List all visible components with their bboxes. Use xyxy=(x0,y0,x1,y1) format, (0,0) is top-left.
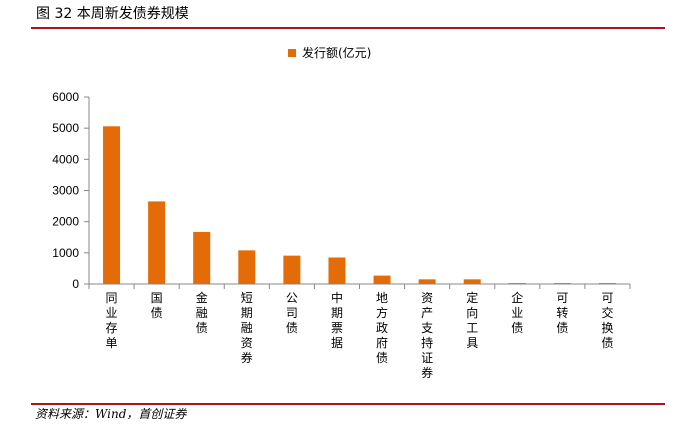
y-axis: 0 1000 2000 3000 4000 5000 6000 xyxy=(52,90,90,291)
x-tick-label: 资产支持证券 xyxy=(421,291,433,380)
x-tick-label: 公司债 xyxy=(286,291,298,335)
y-tick-label: 4000 xyxy=(52,152,79,166)
x-tick-label: 同业存单 xyxy=(106,291,118,350)
bar-11 xyxy=(553,283,571,284)
bar-12 xyxy=(598,283,616,284)
x-axis: 同业存单 国债 金融债 短期融资券 公司债 中期票据 地方政府债 资产支持证券 定向工具 企业债 可… xyxy=(88,283,631,380)
figure-title: 图 32 本周新发债券规模 xyxy=(36,6,189,22)
y-tick-label: 0 xyxy=(72,277,79,291)
x-tick-label: 企业债 xyxy=(511,290,523,335)
y-tick-label: 6000 xyxy=(52,90,79,104)
legend-label: 发行额(亿元) xyxy=(302,45,371,60)
y-tick-label: 1000 xyxy=(52,246,79,260)
y-tick-label: 2000 xyxy=(52,215,79,229)
legend-swatch xyxy=(288,49,296,57)
x-tick-label: 定向工具 xyxy=(466,290,478,350)
x-tick-label: 可转债 xyxy=(556,291,568,335)
x-tick-label: 国债 xyxy=(151,291,163,320)
bar-8 xyxy=(418,279,436,284)
bottom-divider xyxy=(31,403,665,405)
bar-1 xyxy=(103,126,121,285)
x-tick-label: 金融债 xyxy=(196,290,208,335)
source-note: 资料来源：Wind，首创证券 xyxy=(35,407,187,421)
x-tick-label: 中期票据 xyxy=(331,290,343,350)
bar-series xyxy=(103,126,616,285)
x-tick-label: 地方政府债 xyxy=(376,291,388,365)
top-divider xyxy=(31,27,665,29)
bar-4 xyxy=(238,250,256,284)
bar-9 xyxy=(463,279,481,284)
chart-legend: 发行额(亿元) xyxy=(288,45,371,60)
bar-6 xyxy=(328,257,346,284)
bar-7 xyxy=(373,275,391,284)
y-tick-label: 3000 xyxy=(52,184,79,198)
bar-5 xyxy=(283,255,301,284)
y-tick-label: 5000 xyxy=(52,121,79,135)
bar-3 xyxy=(193,231,211,284)
x-tick-label: 可交换债 xyxy=(601,291,613,350)
x-tick-label: 短期融资券 xyxy=(241,291,253,365)
bar-2 xyxy=(148,201,166,284)
bar-10 xyxy=(508,283,526,284)
